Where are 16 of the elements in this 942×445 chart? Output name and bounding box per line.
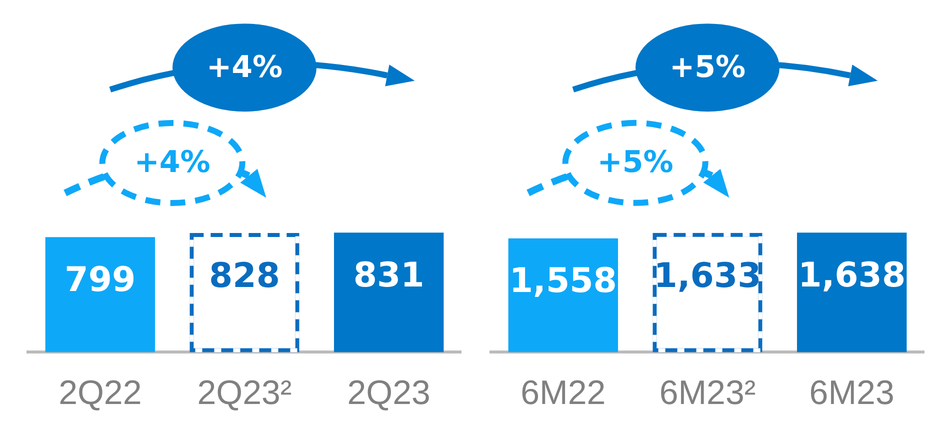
x-tick-label: 2Q23 <box>347 374 430 412</box>
data-label: 828 <box>209 256 280 296</box>
data-label: 1,633 <box>654 256 762 296</box>
x-tick-label: 6M23 <box>809 374 894 412</box>
x-tick-label: 2Q22 <box>58 374 142 412</box>
data-label: 1,558 <box>509 261 617 302</box>
data-label: 799 <box>64 260 136 300</box>
text: +4% <box>133 144 212 182</box>
x-tick-label: 2Q23² <box>197 374 292 412</box>
x-tick-label: 6M22 <box>520 374 606 412</box>
x-tick-label: 6M23² <box>659 374 756 412</box>
data-label: 1,638 <box>798 255 906 296</box>
text: +5% <box>596 144 674 182</box>
text: +4% <box>205 48 284 87</box>
text: +5% <box>668 48 747 87</box>
data-label: 831 <box>353 255 424 296</box>
